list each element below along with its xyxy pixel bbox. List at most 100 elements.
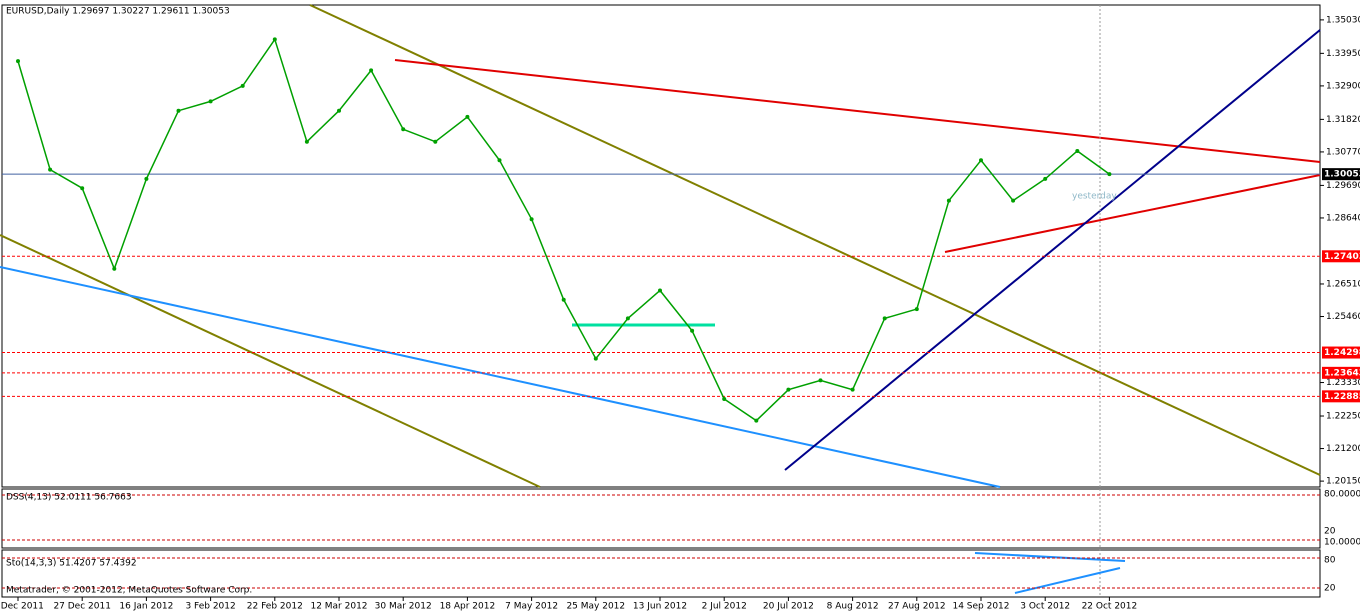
level-box — [1322, 366, 1360, 379]
x-tick-label: 16 Jan 2012 — [119, 602, 173, 612]
price-point — [369, 68, 374, 73]
y-tick-label: 1.26510 — [1326, 279, 1360, 289]
dss-tick: 80.0000 — [1324, 490, 1360, 500]
price-point — [112, 266, 117, 271]
y-tick-label: 1.35030 — [1326, 15, 1360, 25]
price-point — [722, 396, 727, 401]
price-point — [1107, 172, 1112, 177]
x-tick-label: 7 May 2012 — [505, 602, 558, 612]
price-point — [497, 158, 502, 163]
sto-tick: 80 — [1324, 556, 1336, 566]
dss-tick: 10.0000 — [1324, 538, 1360, 548]
price-point — [818, 378, 823, 383]
x-tick-label: 13 Jun 2012 — [633, 602, 687, 612]
price-point — [80, 186, 85, 191]
x-tick-label: 27 Dec 2011 — [53, 602, 111, 612]
x-tick-label: 3 Feb 2012 — [185, 602, 235, 612]
level-label: 1.22885 — [1324, 392, 1360, 402]
x-tick-label: 12 Mar 2012 — [310, 602, 367, 612]
y-tick-label: 1.30770 — [1326, 147, 1360, 157]
y-tick-label: 1.20150 — [1326, 477, 1360, 487]
x-tick-label: 1 Dec 2011 — [0, 602, 44, 612]
price-point — [208, 99, 213, 104]
price-point — [754, 418, 759, 423]
dss-panel — [1, 488, 1321, 549]
support-line — [944, 174, 1321, 253]
annotation: yesterday — [1072, 192, 1117, 202]
y-tick-label: 1.33950 — [1326, 49, 1360, 59]
stoch-trend — [1014, 567, 1121, 594]
x-tick-label: 22 Oct 2012 — [1082, 602, 1138, 612]
price-point — [658, 288, 662, 293]
level-box — [1322, 250, 1360, 263]
y-tick-label: 1.29690 — [1326, 181, 1360, 191]
x-tick-label: 27 Aug 2012 — [888, 602, 946, 612]
footer: Metatrader, © 2001-2012, MetaQuotes Soft… — [6, 586, 252, 596]
level-label: 1.24298 — [1324, 348, 1360, 358]
chart-title: EURUSD,Daily 1.29697 1.30227 1.29611 1.3… — [6, 7, 230, 17]
y-tick-label: 1.22250 — [1326, 412, 1360, 422]
stoch-trend — [974, 552, 1126, 562]
x-tick-label: 18 Apr 2012 — [440, 602, 496, 612]
price-point — [272, 37, 277, 42]
price-point — [337, 108, 341, 113]
y-tick-label: 1.23330 — [1326, 378, 1360, 388]
price-point — [529, 217, 534, 222]
price-point — [16, 59, 20, 64]
price-point — [1011, 198, 1016, 203]
x-tick-label: 2 Jul 2012 — [702, 602, 747, 612]
x-tick-label: 22 Feb 2012 — [247, 602, 303, 612]
price-point — [882, 316, 887, 321]
price-point — [946, 198, 951, 203]
sto-panel — [1, 549, 1321, 598]
price-point — [401, 127, 406, 132]
price-point — [561, 297, 566, 302]
resistance-line — [394, 59, 1321, 163]
y-tick-label: 1.31820 — [1326, 115, 1360, 125]
level-label: 1.27403 — [1324, 252, 1360, 262]
price-point — [144, 176, 149, 181]
dss-tick: 20 — [1324, 527, 1336, 537]
price-point — [786, 387, 791, 392]
dss-label: DSS(4,13) 52.0111 56.7663 — [6, 493, 132, 503]
price-point — [304, 139, 309, 144]
channel-line — [309, 4, 1321, 476]
x-tick-label: 25 May 2012 — [566, 602, 625, 612]
panels — [1, 4, 1321, 598]
level-label: 1.30053 — [1324, 170, 1360, 180]
level-box — [1322, 346, 1360, 359]
support-line — [0, 266, 1001, 488]
price-point — [850, 387, 855, 392]
level-box — [1322, 390, 1360, 403]
x-tick-label: 20 Jul 2012 — [763, 602, 814, 612]
x-tick-label: 14 Sep 2012 — [952, 602, 1009, 612]
y-tick-label: 1.25460 — [1326, 312, 1360, 322]
price-point — [593, 356, 598, 361]
price-point — [1043, 176, 1048, 181]
sto-label: Sto(14,3,3) 51.4207 57.4392 — [6, 559, 137, 569]
price-point — [625, 316, 630, 321]
price-point — [465, 114, 470, 119]
level-box — [1322, 168, 1360, 181]
price-point — [690, 328, 695, 333]
sto-tick: 20 — [1324, 584, 1336, 594]
main-panel — [1, 4, 1321, 488]
y-tick-label: 1.28640 — [1326, 213, 1360, 223]
price-point — [176, 108, 181, 113]
price-point — [48, 167, 53, 172]
x-tick-label: 8 Aug 2012 — [827, 602, 879, 612]
y-tick-label: 1.21200 — [1326, 444, 1360, 454]
level-label: 1.23643 — [1324, 368, 1360, 378]
x-tick-label: 30 Mar 2012 — [375, 602, 432, 612]
price-point — [240, 83, 245, 88]
x-tick-label: 3 Oct 2012 — [1020, 602, 1070, 612]
y-tick-label: 1.32900 — [1326, 81, 1360, 91]
price-point — [979, 158, 983, 163]
price-point — [914, 307, 919, 312]
price-point — [433, 139, 438, 144]
trend-lines — [0, 4, 1321, 597]
price-point — [1075, 148, 1080, 153]
channel-line — [0, 234, 541, 488]
